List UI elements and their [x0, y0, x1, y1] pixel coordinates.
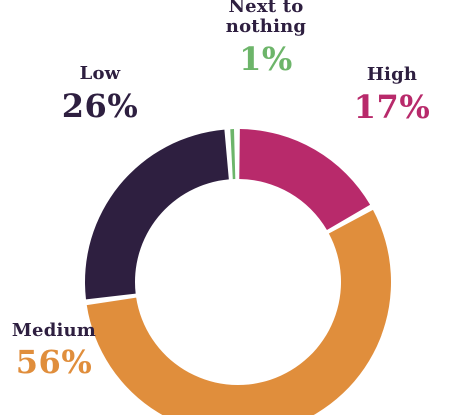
- slice-low: [85, 129, 229, 300]
- slice-medium: [86, 209, 391, 415]
- category-label-high: High: [367, 64, 417, 85]
- value-label-next-to-nothing: 1%: [239, 40, 293, 78]
- category-label-next-to-nothing: Next to nothing: [226, 0, 307, 37]
- slice-high: [239, 129, 371, 231]
- value-label-medium: 56%: [16, 343, 92, 381]
- value-label-low: 26%: [62, 87, 138, 125]
- slice-next-to-nothing: [230, 129, 236, 180]
- value-label-high: 17%: [354, 88, 430, 126]
- category-label-low: Low: [80, 63, 121, 84]
- category-label-medium: Medium: [12, 320, 96, 341]
- donut-slices: [85, 129, 391, 415]
